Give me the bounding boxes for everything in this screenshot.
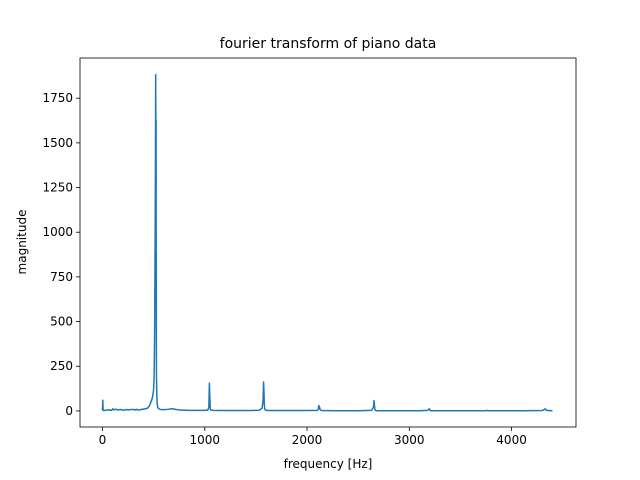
y-tick-label: 500 bbox=[50, 315, 73, 329]
x-tick: 0 bbox=[99, 427, 107, 447]
x-tick-label: 0 bbox=[99, 433, 107, 447]
x-axis-ticks: 0 1000 2000 3000 4000 bbox=[99, 427, 527, 447]
x-tick: 3000 bbox=[394, 427, 425, 447]
y-tick: 0 bbox=[65, 404, 80, 418]
x-tick: 1000 bbox=[189, 427, 220, 447]
x-tick-label: 4000 bbox=[496, 433, 527, 447]
x-tick-label: 3000 bbox=[394, 433, 425, 447]
y-tick-label: 750 bbox=[50, 270, 73, 284]
y-tick: 250 bbox=[50, 359, 80, 373]
y-tick: 1750 bbox=[42, 91, 80, 105]
y-axis-label: magnitude bbox=[15, 210, 29, 275]
y-tick-label: 1750 bbox=[42, 91, 73, 105]
y-tick: 1250 bbox=[42, 181, 80, 195]
y-tick-label: 250 bbox=[50, 359, 73, 373]
y-tick-label: 1250 bbox=[42, 181, 73, 195]
x-tick: 4000 bbox=[496, 427, 527, 447]
axes-frame bbox=[79, 57, 577, 428]
x-tick-label: 2000 bbox=[292, 433, 323, 447]
y-tick-label: 1500 bbox=[42, 136, 73, 150]
y-tick: 500 bbox=[50, 315, 80, 329]
x-tick: 2000 bbox=[292, 427, 323, 447]
y-tick: 1500 bbox=[42, 136, 80, 150]
y-tick: 750 bbox=[50, 270, 80, 284]
plot-area: 0 1000 2000 3000 4000 0 250 500 750 1000 1250 1500… bbox=[42, 57, 577, 447]
y-axis-ticks: 0 250 500 750 1000 1250 1500 1750 bbox=[42, 91, 80, 418]
x-axis-label: frequency [Hz] bbox=[284, 457, 373, 471]
y-tick: 1000 bbox=[42, 225, 80, 239]
series-line bbox=[101, 73, 553, 412]
x-tick-label: 1000 bbox=[189, 433, 220, 447]
chart-title: fourier transform of piano data bbox=[220, 36, 437, 52]
y-tick-label: 0 bbox=[65, 404, 73, 418]
y-tick-label: 1000 bbox=[42, 225, 73, 239]
